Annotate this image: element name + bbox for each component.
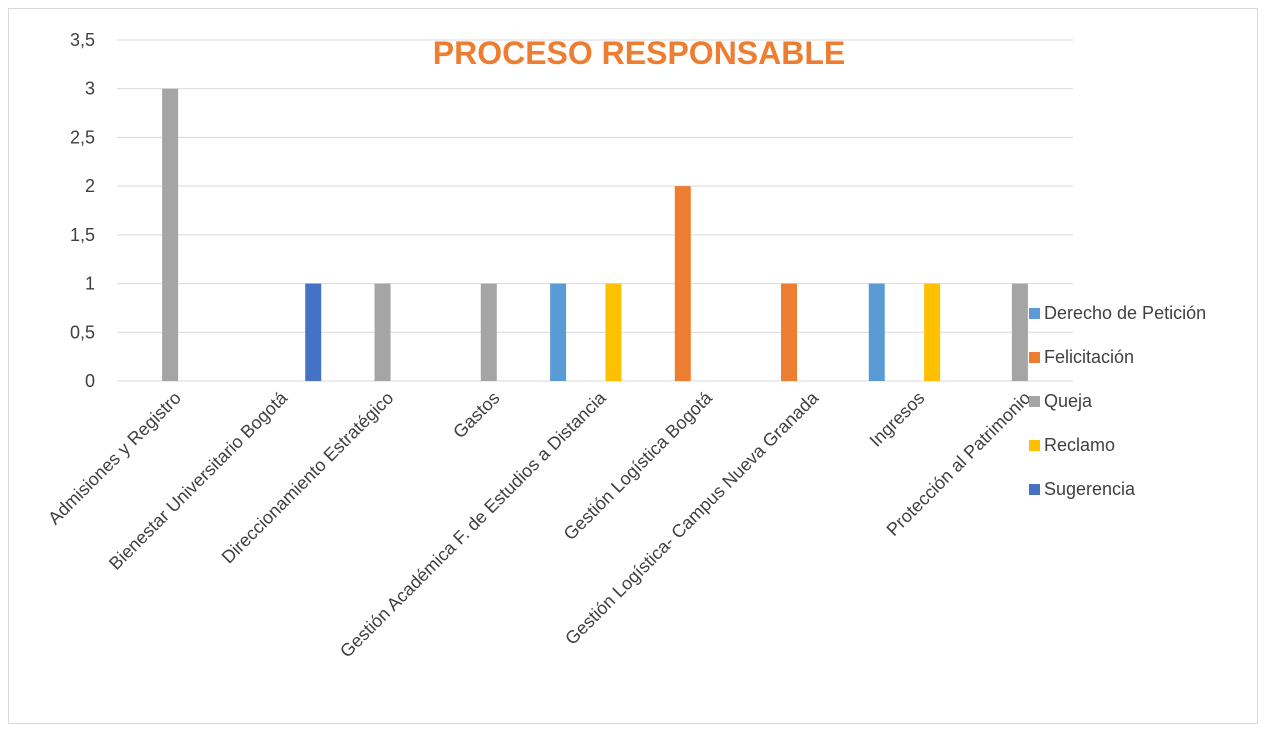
legend-swatch [1029, 484, 1040, 495]
y-tick-label: 1,5 [70, 225, 95, 245]
y-tick-label: 2 [85, 176, 95, 196]
bar [162, 88, 179, 381]
bar [781, 283, 797, 381]
x-tick-label: Direccionamiento Estratégico [218, 388, 398, 568]
chart-title: PROCESO RESPONSABLE [433, 35, 846, 71]
x-tick-label: Bienestar Universitario Bogotá [105, 387, 292, 574]
bar [480, 283, 497, 381]
y-tick-label: 1 [85, 274, 95, 294]
x-tick-label: Gestión Logística- Campus Nueva Granada [561, 387, 823, 649]
bar-chart: 0 0,5 1 1,5 2 2,5 3 3,5 Admisiones y RegistroBi… [44, 30, 1206, 661]
legend-swatch [1029, 396, 1040, 407]
legend-swatch [1029, 440, 1040, 451]
y-tick-label: 3,5 [70, 30, 95, 50]
bar [374, 283, 391, 381]
bar [868, 283, 885, 381]
legend-label: Felicitación [1044, 347, 1134, 367]
x-tick-label: Ingresos [866, 388, 929, 451]
bar [924, 283, 941, 381]
legend: Derecho de Petición Felicitación Queja Recl… [1029, 303, 1206, 499]
bar [305, 283, 322, 381]
legend-swatch [1029, 308, 1040, 319]
bars [162, 88, 1028, 381]
bar [1011, 283, 1028, 381]
chart-area: 0 0,5 1 1,5 2 2,5 3 3,5 Admisiones y Registro Bi… [8, 8, 1258, 724]
y-tick-label: 3 [85, 79, 95, 99]
legend-label: Queja [1044, 391, 1093, 411]
bar [674, 186, 691, 381]
bar [550, 283, 567, 381]
y-axis-ticks: 0 0,5 1 1,5 2 2,5 3 3,5 [70, 30, 95, 391]
legend-label: Derecho de Petición [1044, 303, 1206, 323]
y-tick-label: 2,5 [70, 127, 95, 147]
y-tick-label: 0 [85, 371, 95, 391]
legend-swatch [1029, 352, 1040, 363]
legend-label: Reclamo [1044, 435, 1115, 455]
x-tick-label: Gastos [449, 388, 503, 442]
gridlines [117, 39, 1073, 382]
bar [605, 283, 622, 381]
y-tick-label: 0,5 [70, 322, 95, 342]
legend-label: Sugerencia [1044, 479, 1136, 499]
